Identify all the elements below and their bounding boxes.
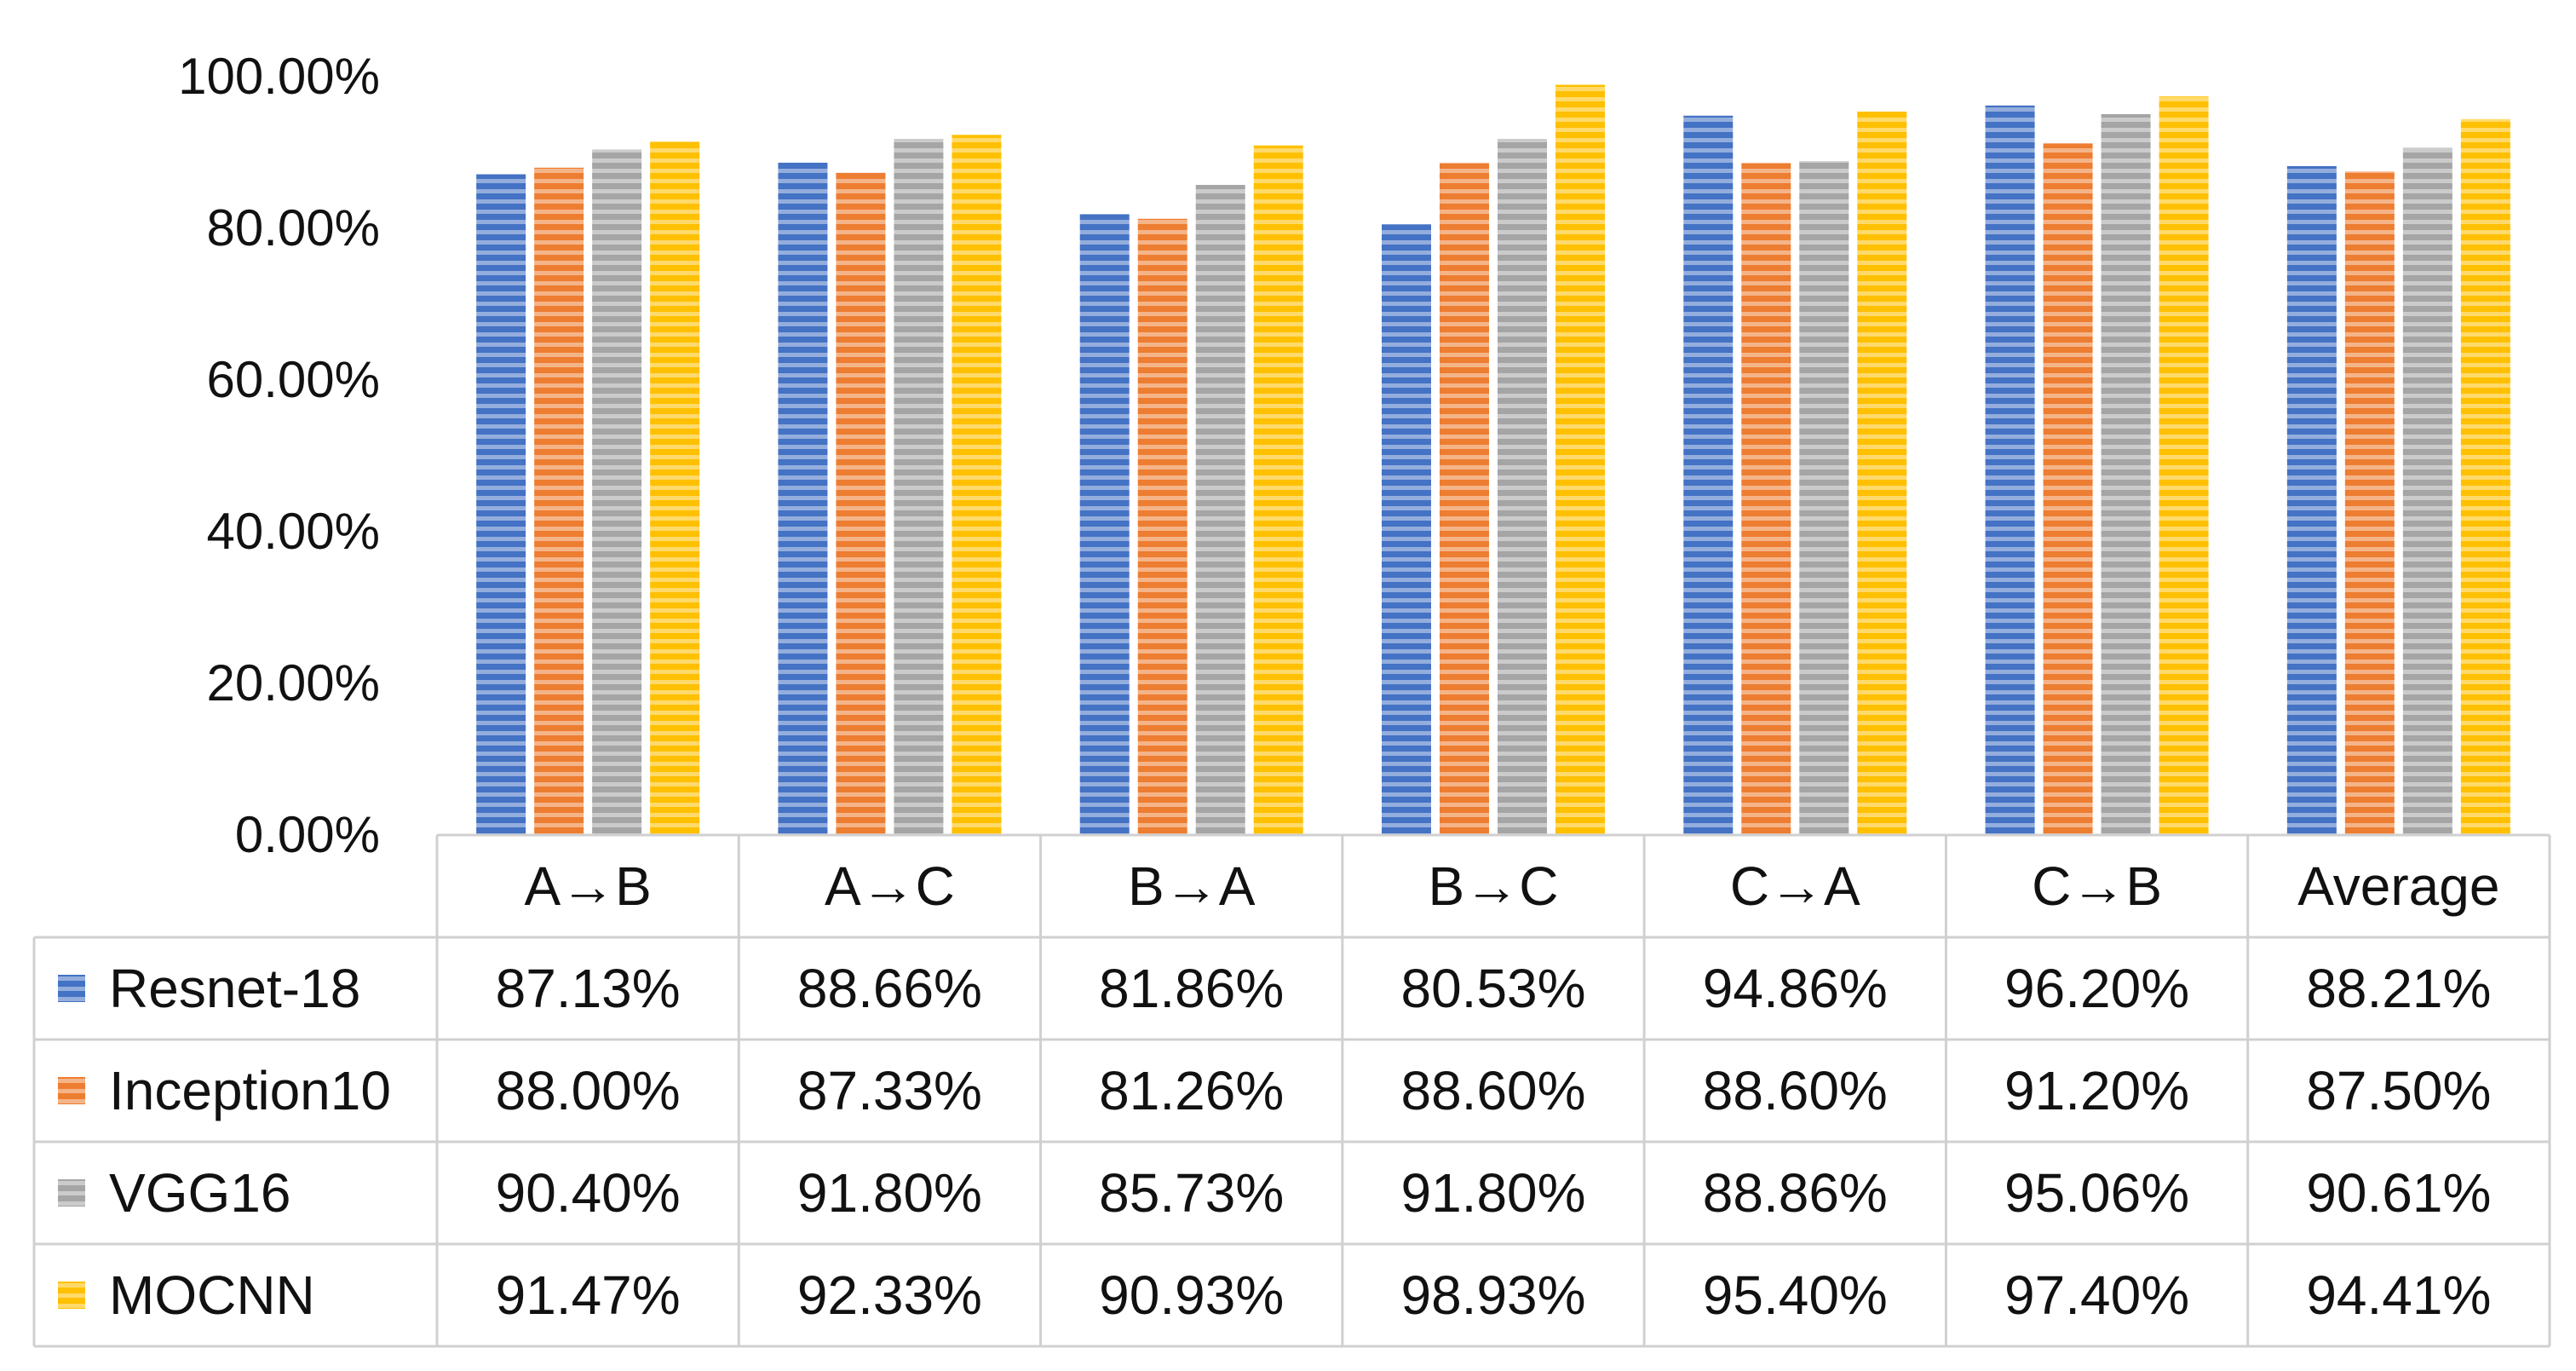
data-label: 85.73% bbox=[1099, 1162, 1284, 1224]
data-table: A→B A→C B→A B→C C→A C→B Average Resnet-18 87.13%… bbox=[32, 833, 2551, 1348]
bar-vgg16-2 bbox=[1195, 185, 1245, 836]
x-category-label: C→A bbox=[1730, 855, 1860, 917]
data-label: 90.93% bbox=[1099, 1264, 1284, 1326]
x-category-label: A→B bbox=[524, 855, 651, 917]
data-label: 87.13% bbox=[496, 958, 681, 1019]
legend-swatch bbox=[58, 1282, 85, 1309]
y-axis: 0.00% 20.00% 40.00% 60.00% 80.00% 100.00% bbox=[178, 48, 380, 863]
data-label: 87.50% bbox=[2306, 1060, 2491, 1121]
bar-resnet-18-0 bbox=[476, 174, 526, 836]
data-label: 90.40% bbox=[496, 1162, 681, 1224]
bar-inception10-1 bbox=[836, 172, 886, 835]
bar-resnet-18-2 bbox=[1079, 214, 1130, 836]
bar-resnet-18-4 bbox=[1683, 115, 1734, 836]
data-label: 88.66% bbox=[797, 958, 982, 1019]
data-label: 95.40% bbox=[1703, 1264, 1888, 1326]
bar-mocnn-0 bbox=[650, 141, 700, 836]
legend-swatch bbox=[58, 1179, 85, 1207]
bar-mocnn-6 bbox=[2460, 118, 2510, 836]
bar-resnet-18-3 bbox=[1382, 224, 1431, 836]
bar-inception10-4 bbox=[1741, 163, 1791, 835]
bar-vgg16-4 bbox=[1799, 161, 1849, 835]
data-label: 81.86% bbox=[1099, 958, 1284, 1019]
bar-resnet-18-6 bbox=[2286, 165, 2337, 835]
data-label: 94.86% bbox=[1703, 958, 1888, 1019]
x-category-label: Average bbox=[2297, 855, 2499, 917]
y-tick-label: 0.00% bbox=[235, 806, 380, 863]
y-tick-label: 80.00% bbox=[207, 199, 381, 256]
bar-vgg16-0 bbox=[592, 149, 642, 835]
bar-resnet-18-5 bbox=[1985, 105, 2035, 835]
bar-vgg16-3 bbox=[1498, 138, 1547, 836]
legend-series-name: MOCNN bbox=[109, 1264, 315, 1326]
data-label: 96.20% bbox=[2004, 958, 2189, 1019]
x-category-label: A→C bbox=[825, 855, 955, 917]
data-label: 91.20% bbox=[2004, 1060, 2189, 1121]
x-category-label: B→A bbox=[1128, 855, 1256, 917]
bar-mocnn-5 bbox=[2159, 96, 2209, 835]
data-label: 91.80% bbox=[1400, 1162, 1585, 1224]
bar-mocnn-4 bbox=[1857, 111, 1907, 835]
data-label: 88.00% bbox=[496, 1060, 681, 1121]
y-tick-label: 20.00% bbox=[207, 654, 381, 711]
x-category-label: B→C bbox=[1429, 855, 1559, 917]
bar-inception10-6 bbox=[2344, 171, 2395, 835]
bar-inception10-5 bbox=[2043, 143, 2093, 835]
legend-series-name: Inception10 bbox=[109, 1060, 391, 1121]
y-tick-label: 40.00% bbox=[207, 503, 381, 560]
y-tick-label: 60.00% bbox=[207, 351, 381, 408]
data-label: 87.33% bbox=[797, 1060, 982, 1121]
legend-series-name: Resnet-18 bbox=[109, 958, 360, 1019]
legend-swatch bbox=[58, 975, 85, 1002]
data-label: 90.61% bbox=[2306, 1162, 2491, 1224]
data-label: 80.53% bbox=[1400, 958, 1585, 1019]
data-label: 88.86% bbox=[1703, 1162, 1888, 1224]
bar-mocnn-2 bbox=[1253, 145, 1303, 835]
data-label: 92.33% bbox=[797, 1264, 982, 1326]
data-label: 81.26% bbox=[1099, 1060, 1284, 1121]
data-label: 91.47% bbox=[496, 1264, 681, 1326]
bar-mocnn-1 bbox=[952, 135, 1002, 835]
data-label: 95.06% bbox=[2004, 1162, 2189, 1224]
bar-vgg16-1 bbox=[894, 138, 944, 836]
legend-swatch bbox=[58, 1077, 85, 1104]
data-label: 88.60% bbox=[1400, 1060, 1585, 1121]
bar-inception10-3 bbox=[1440, 163, 1489, 835]
bar-vgg16-5 bbox=[2101, 113, 2151, 835]
bar-mocnn-3 bbox=[1555, 84, 1605, 835]
data-label: 88.60% bbox=[1703, 1060, 1888, 1121]
data-label: 98.93% bbox=[1400, 1264, 1585, 1326]
bar-resnet-18-1 bbox=[778, 162, 828, 835]
x-category-label: C→B bbox=[2032, 855, 2162, 917]
legend-series-name: VGG16 bbox=[109, 1162, 290, 1224]
bar-vgg16-6 bbox=[2402, 147, 2452, 836]
data-label: 94.41% bbox=[2306, 1264, 2491, 1326]
data-label: 97.40% bbox=[2004, 1264, 2189, 1326]
bar-inception10-2 bbox=[1137, 218, 1187, 835]
data-label: 88.21% bbox=[2306, 958, 2491, 1019]
bar-inception10-0 bbox=[534, 167, 584, 836]
bar-series-group bbox=[476, 84, 2510, 836]
data-label: 91.80% bbox=[797, 1162, 982, 1224]
y-tick-label: 100.00% bbox=[178, 48, 380, 105]
